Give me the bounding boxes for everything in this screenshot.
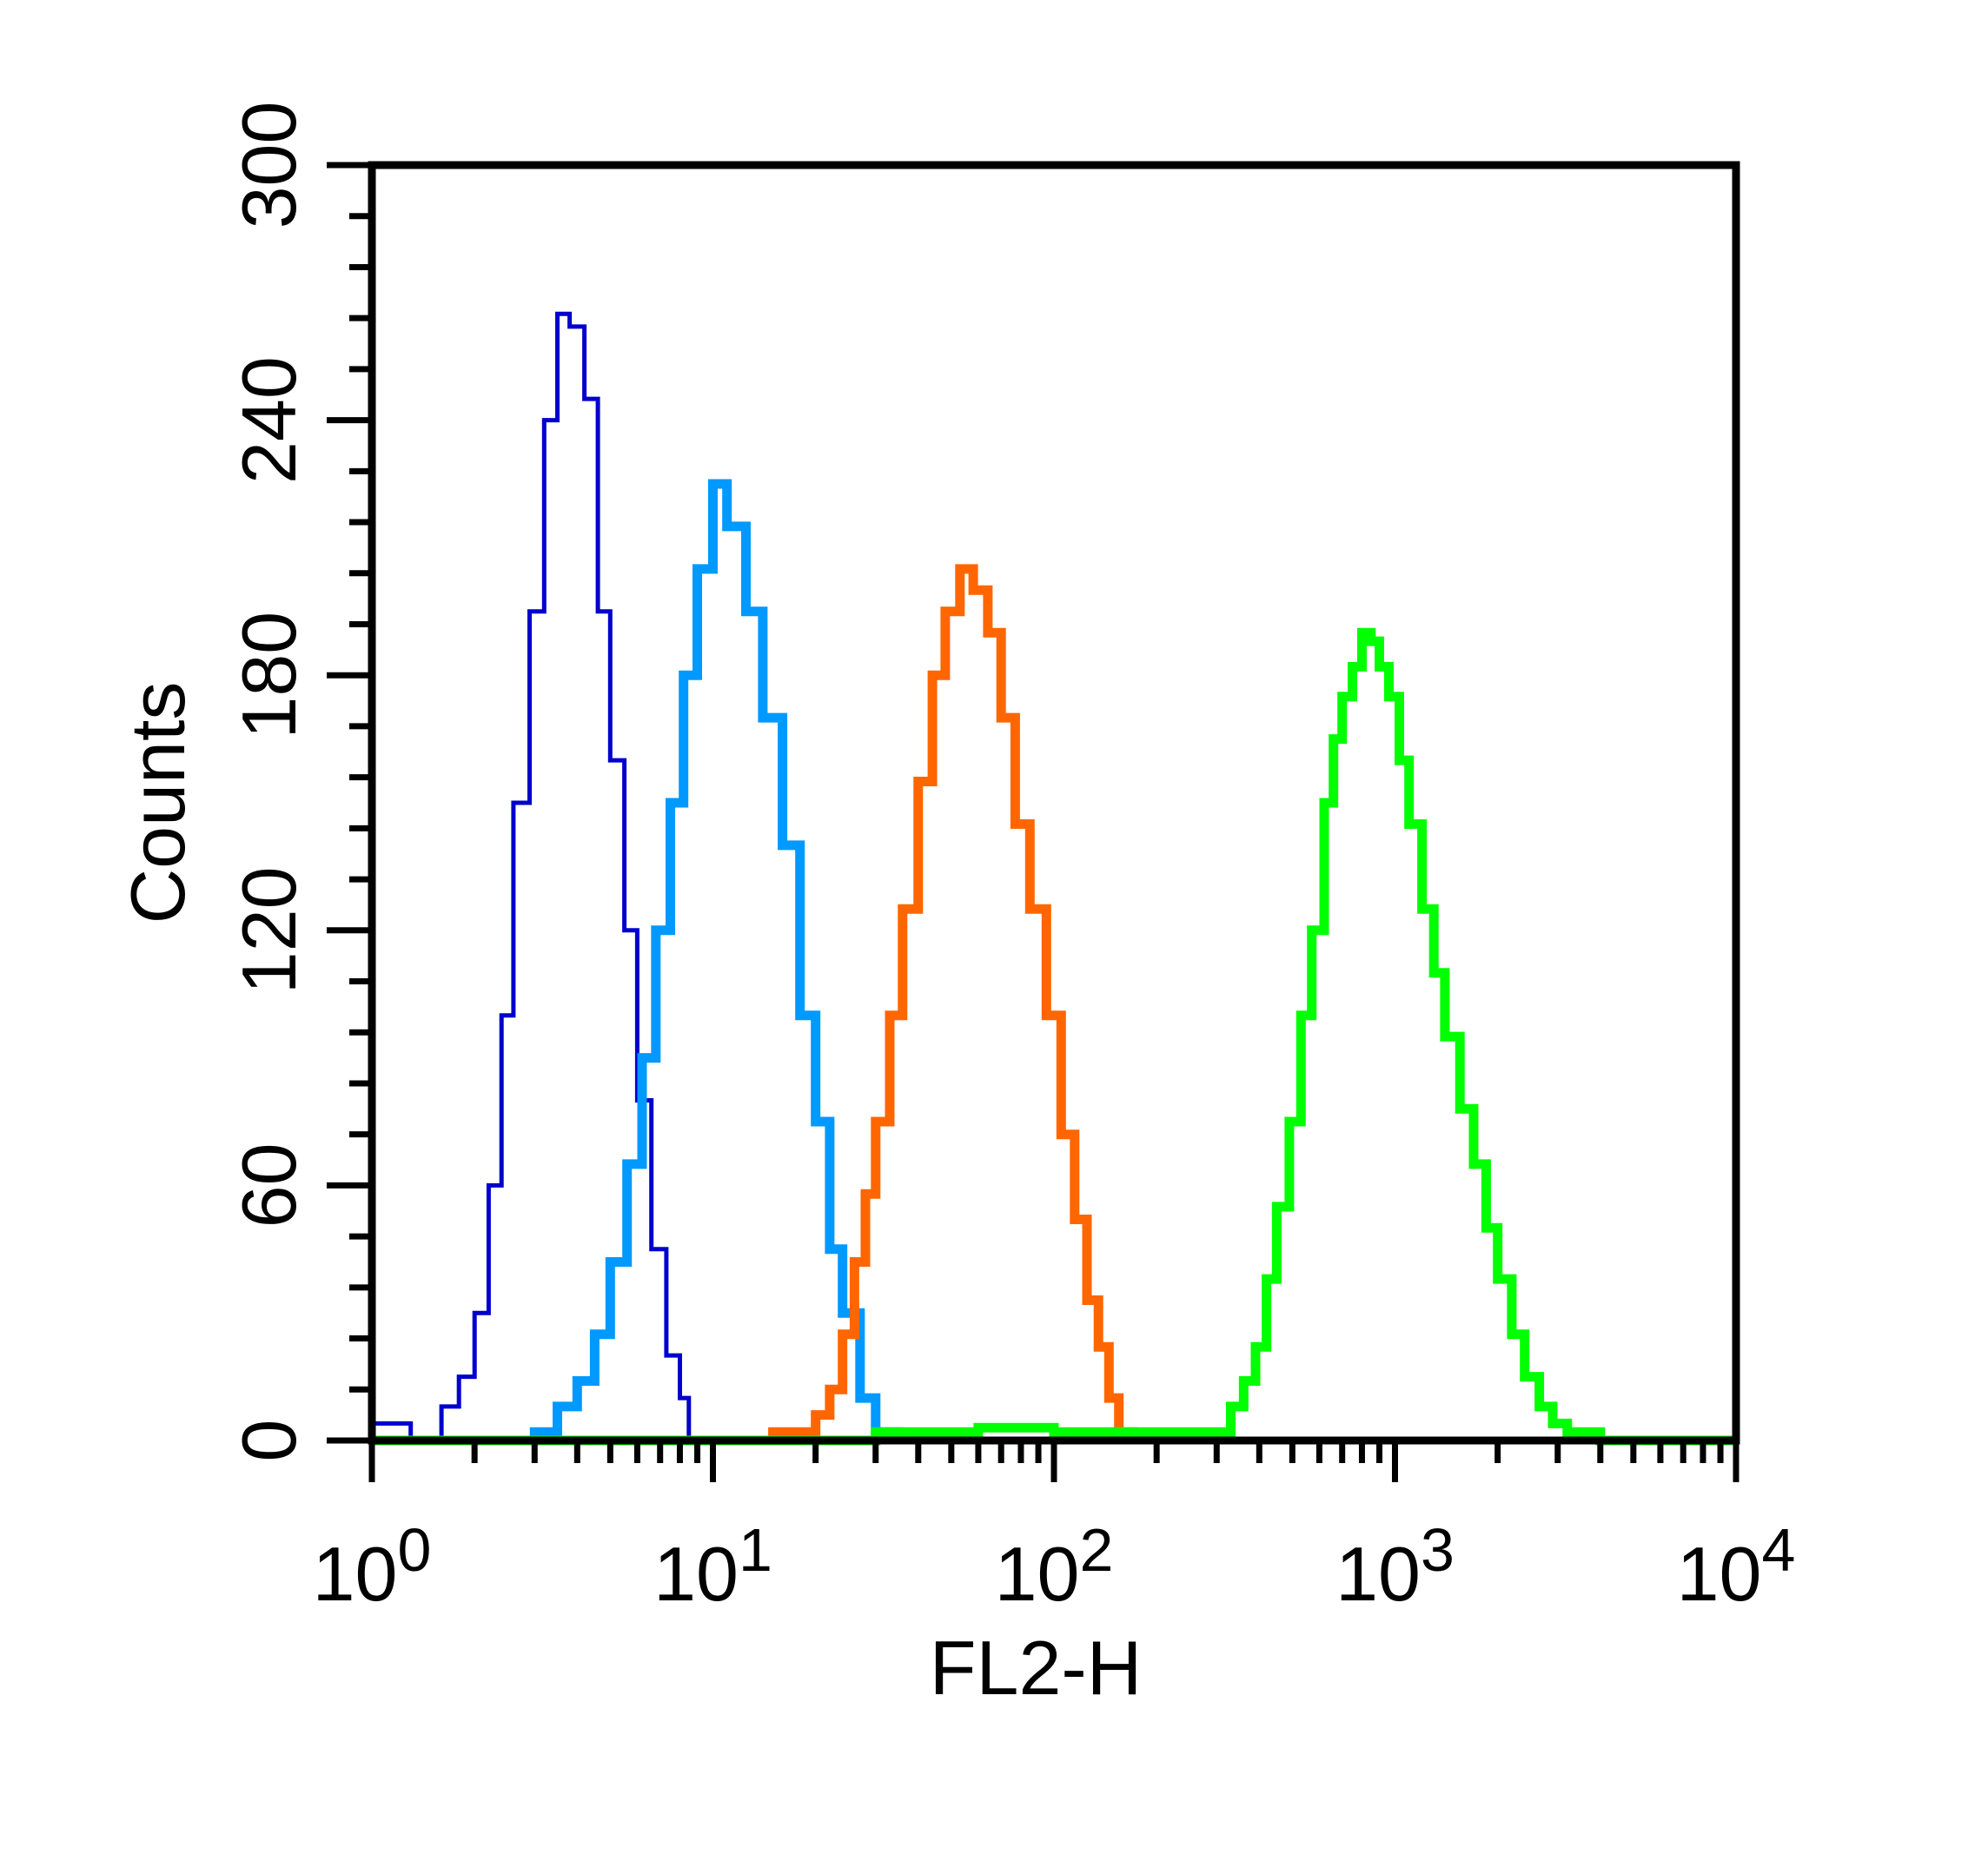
y-tick-label: 240 [226,356,312,484]
x-tick-label: 103 [1335,1516,1455,1617]
y-tick-label: 180 [226,612,312,739]
y-axis-label: Counts [115,682,201,924]
x-tick-exponent: 3 [1421,1516,1455,1584]
y-tick-label: 300 [226,102,312,229]
series-line-4 [372,627,1736,1446]
x-tick-exponent: 1 [739,1516,772,1584]
series-line-2 [474,479,904,1446]
x-tick-exponent: 0 [397,1516,431,1584]
x-tick-exponent: 4 [1761,1516,1795,1584]
series-line-1 [372,311,692,1443]
x-axis-label: FL2-H [930,1625,1143,1711]
y-tick-label: 0 [226,1420,312,1462]
x-tick-exponent: 2 [1079,1516,1113,1584]
series-line-3 [712,564,1137,1446]
y-tick-label: 60 [226,1142,312,1228]
y-tick-label: 120 [226,866,312,994]
series-layer [372,311,1736,1446]
